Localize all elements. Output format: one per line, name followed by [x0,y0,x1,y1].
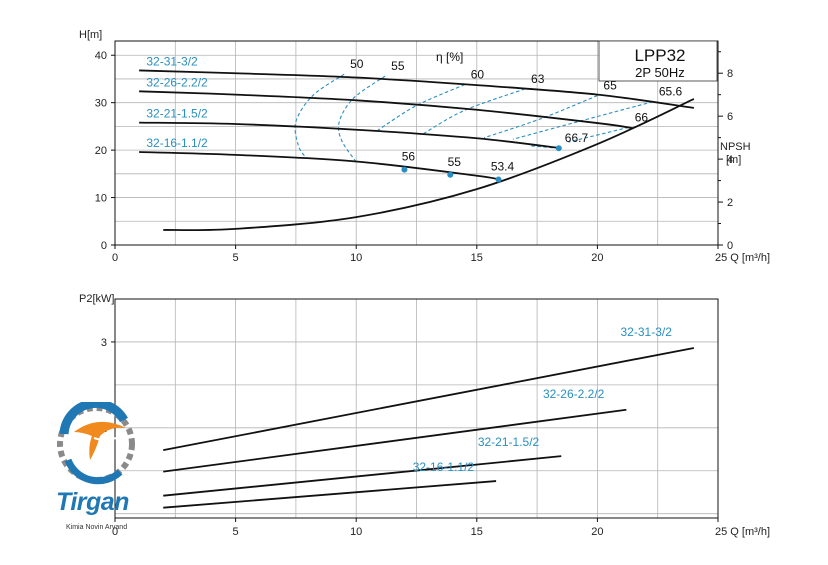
head-y-tick-label: 30 [95,98,107,110]
head-curve-label-32-21-1.5/2: 32-21-1.5/2 [146,107,208,121]
efficiency-point [401,166,408,173]
efficiency-axis-label: η [%] [436,50,463,64]
power-x-tick-label: 20 [591,526,603,538]
efficiency-curve-50 [294,73,345,158]
power-curve-label-32-31-3/2: 32-31-3/2 [621,325,673,339]
head-curve-32-21-1.5/2 [139,121,562,150]
head-x-tick-label: 5 [233,252,239,264]
power-x-axis-label: 25 Q [m³/h] [715,526,770,538]
brand-tagline: Kimia Novin Arvand [66,524,128,531]
efficiency-label-50: 50 [350,57,364,71]
model-title: LPP32 [634,46,685,65]
tirgan-logo-mark [57,398,135,485]
efficiency-label-65.6: 65.6 [659,85,683,99]
head-curve-label-32-31-3/2: 32-31-3/2 [146,54,198,68]
efficiency-point-label: 53.4 [491,160,515,174]
efficiency-label-65: 65 [603,79,617,93]
npsh-tick-label: 4 [727,154,733,166]
npsh-axis-unit: [m] [726,154,741,166]
npsh-tick-label: 2 [727,197,733,209]
npsh-tick-label: 6 [727,111,733,123]
power-curve-label-32-26-2.2/2: 32-26-2.2/2 [543,387,605,401]
power-curve-32-16-1.1/2 [163,480,497,509]
efficiency-curve-55 [337,75,386,163]
npsh-curve [163,98,695,232]
head-x-tick-label: 10 [350,252,362,264]
efficiency-label-63: 63 [531,72,545,86]
power-y-axis-label: P2[kW] [79,293,114,305]
head-y-tick-label: 20 [95,145,107,157]
head-y-tick-label: 10 [95,193,107,205]
head-y-tick-label: 40 [95,50,107,62]
head-curve-32-26-2.2/2 [139,90,634,130]
power-curve-32-31-3/2 [163,347,695,452]
power-x-tick-label: 15 [471,526,483,538]
power-x-tick-label: 0 [112,526,118,538]
npsh-tick-label: 8 [727,68,733,80]
efficiency-point [555,145,562,152]
model-title-box [598,40,718,82]
npsh-axis-label: NPSH [720,141,751,153]
head-curve-32-16-1.1/2 [139,151,499,181]
efficiency-point-label: 56 [402,150,416,164]
head-x-tick-label: 15 [471,252,483,264]
power-curve-label-32-16-1.1/2: 32-16-1.1/2 [413,460,475,474]
head-x-axis-label: 25 Q [m³/h] [715,252,770,264]
power-x-tick-label: 10 [350,526,362,538]
head-plot-frame [114,40,719,246]
brand-name: Tirgan [56,488,129,516]
head-curve-label-32-16-1.1/2: 32-16-1.1/2 [146,136,208,150]
power-curve-32-26-2.2/2 [163,408,627,473]
tirgan-logo: Tirgan Kimia Novin Arvand [54,398,154,536]
head-x-tick-label: 20 [591,252,603,264]
efficiency-curve-65 [483,95,598,139]
head-curve-label-32-26-2.2/2: 32-26-2.2/2 [146,75,208,89]
efficiency-label-55: 55 [391,59,405,73]
power-curve-label-32-21-1.5/2: 32-21-1.5/2 [478,435,540,449]
efficiency-point [447,171,454,178]
efficiency-point [495,176,502,183]
head-curve-32-31-3/2 [139,69,695,109]
model-spec: 2P 50Hz [635,65,685,80]
efficiency-label-60: 60 [471,68,485,82]
efficiency-curve-66 [568,126,629,143]
head-x-tick-label: 0 [112,252,118,264]
efficiency-label-66: 66 [635,110,649,124]
efficiency-curve-66.7 [529,145,559,149]
power-x-tick-label: 5 [233,526,239,538]
npsh-tick-label: 0 [727,240,733,252]
efficiency-curve-63 [423,88,526,134]
efficiency-point-label: 55 [448,155,462,169]
power-y-tick-label: 3 [101,337,107,349]
head-y-tick-label: 0 [101,240,107,252]
head-y-axis-label: H[m] [79,29,102,41]
power-curve-32-21-1.5/2 [163,455,562,497]
efficiency-label-66.7: 66.7 [565,131,589,145]
